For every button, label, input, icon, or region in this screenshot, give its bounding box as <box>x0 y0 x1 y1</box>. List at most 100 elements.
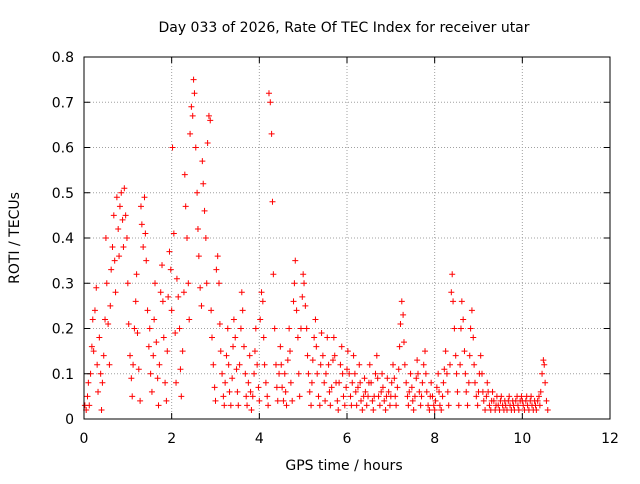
data-point-marker <box>319 352 326 359</box>
data-point-marker <box>109 244 116 251</box>
data-point-marker <box>438 406 445 413</box>
data-point-marker <box>96 334 103 341</box>
data-point-marker <box>280 397 287 404</box>
data-point-marker <box>544 406 551 413</box>
data-point-marker <box>175 293 182 300</box>
data-point-marker <box>413 375 420 382</box>
data-point-marker <box>272 361 279 368</box>
data-point-marker <box>356 361 363 368</box>
data-point-marker <box>407 370 414 377</box>
data-point-marker <box>225 361 232 368</box>
data-point-marker <box>410 406 417 413</box>
data-point-marker <box>120 244 127 251</box>
data-point-marker <box>270 271 277 278</box>
data-point-marker <box>460 316 467 323</box>
data-point-marker <box>304 352 311 359</box>
y-tick-label: 0 <box>65 412 74 428</box>
data-point-marker <box>479 388 486 395</box>
data-point-marker <box>186 316 193 323</box>
data-point-marker <box>124 280 131 287</box>
data-point-marker <box>406 388 413 395</box>
data-point-marker <box>303 325 310 332</box>
data-point-marker <box>261 361 268 368</box>
data-point-marker <box>344 348 351 355</box>
data-point-marker <box>94 361 101 368</box>
data-point-marker <box>98 406 105 413</box>
data-point-marker <box>190 76 197 83</box>
data-point-marker <box>259 298 266 305</box>
data-point-marker <box>486 402 493 409</box>
data-point-marker <box>477 352 484 359</box>
data-point-marker <box>281 370 288 377</box>
data-point-marker <box>368 379 375 386</box>
data-point-marker <box>276 370 283 377</box>
data-point-marker <box>293 307 300 314</box>
data-point-marker <box>431 406 438 413</box>
data-point-marker <box>223 352 230 359</box>
data-point-marker <box>179 348 186 355</box>
data-point-marker <box>317 361 324 368</box>
data-point-marker <box>404 393 411 400</box>
data-point-marker <box>221 402 228 409</box>
data-point-marker <box>442 348 449 355</box>
data-point-marker <box>297 325 304 332</box>
data-point-marker <box>362 388 369 395</box>
data-point-marker <box>254 361 261 368</box>
data-point-marker <box>128 375 135 382</box>
data-point-marker <box>273 384 280 391</box>
y-tick-label: 0.7 <box>52 95 74 111</box>
data-point-marker <box>379 384 386 391</box>
data-point-marker <box>316 402 323 409</box>
data-point-marker <box>353 402 360 409</box>
data-point-marker <box>466 352 473 359</box>
data-point-marker <box>334 397 341 404</box>
data-point-marker <box>163 397 170 404</box>
data-point-marker <box>400 311 407 318</box>
data-point-marker <box>159 262 166 269</box>
data-point-marker <box>533 406 540 413</box>
data-point-marker <box>97 370 104 377</box>
data-point-marker <box>199 158 206 165</box>
data-point-marker <box>352 388 359 395</box>
data-point-marker <box>506 393 513 400</box>
data-point-marker <box>359 406 366 413</box>
data-point-marker <box>390 361 397 368</box>
data-point-marker <box>170 230 177 237</box>
x-axis-label: GPS time / hours <box>285 458 402 474</box>
y-tick-label: 0.8 <box>52 50 74 66</box>
data-point-marker <box>198 302 205 309</box>
data-point-marker <box>237 325 244 332</box>
data-point-marker <box>325 361 332 368</box>
data-point-marker <box>137 397 144 404</box>
data-point-marker <box>140 244 147 251</box>
data-point-marker <box>416 388 423 395</box>
data-point-marker <box>167 266 174 273</box>
data-point-marker <box>436 388 443 395</box>
data-point-marker <box>365 393 372 400</box>
data-point-marker <box>135 366 142 373</box>
data-point-marker <box>156 361 163 368</box>
data-point-marker <box>411 393 418 400</box>
data-point-marker <box>102 316 109 323</box>
data-point-marker <box>420 361 427 368</box>
data-point-marker <box>518 393 525 400</box>
data-point-marker <box>147 370 154 377</box>
data-point-marker <box>93 284 100 291</box>
data-point-marker <box>381 397 388 404</box>
data-point-marker <box>267 99 274 106</box>
data-point-marker <box>351 370 358 377</box>
data-point-marker <box>155 402 162 409</box>
data-point-marker <box>422 348 429 355</box>
data-point-marker <box>308 402 315 409</box>
data-point-marker <box>88 343 95 350</box>
data-point-marker <box>376 402 383 409</box>
data-point-marker <box>95 388 102 395</box>
data-point-marker <box>180 289 187 296</box>
data-point-marker <box>326 388 333 395</box>
data-point-marker <box>498 393 505 400</box>
data-point-marker <box>115 225 122 232</box>
data-point-marker <box>202 235 209 241</box>
y-tick-label: 0.2 <box>52 322 74 338</box>
data-point-marker <box>91 307 98 314</box>
